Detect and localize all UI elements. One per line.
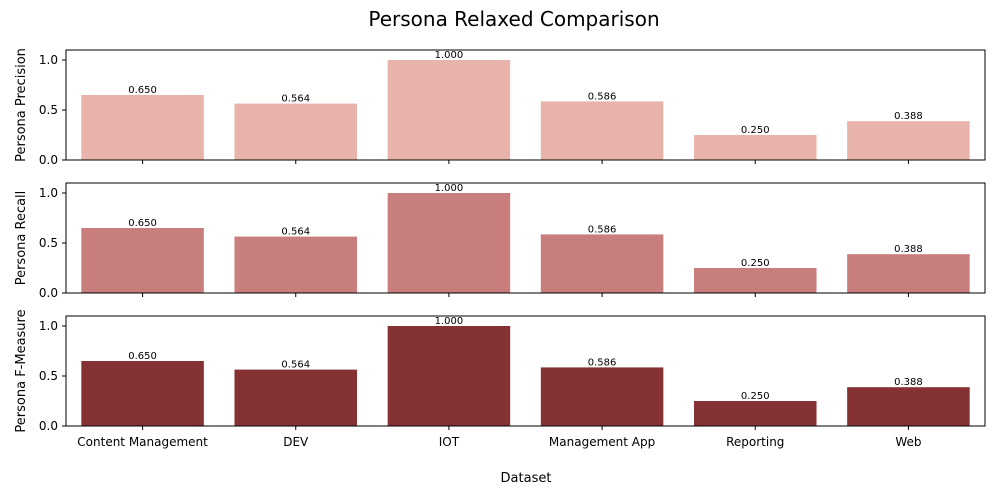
panel-3: 0.650 0.564 1.000 0.586 0.250 0.388 0.0 0.5 1.0 C… xyxy=(14,309,986,449)
data-label: 0.586 xyxy=(588,91,617,102)
bar xyxy=(847,121,970,160)
bar xyxy=(387,326,511,426)
y-tick-label: 1.0 xyxy=(39,186,58,200)
y-tick-label: 0.0 xyxy=(39,286,58,300)
x-tick-label: Content Management xyxy=(77,435,208,449)
panels-layer: 0.650 0.564 1.000 0.586 0.250 0.388 0.0 0.5 1.0 P… xyxy=(14,48,986,449)
bar xyxy=(387,193,511,293)
y-tick-label: 0.5 xyxy=(39,103,58,117)
data-label: 0.388 xyxy=(894,111,923,122)
data-label: 0.650 xyxy=(128,351,157,362)
data-label: 0.586 xyxy=(588,224,617,235)
y-tick-label: 0.0 xyxy=(39,153,58,167)
data-label: 0.388 xyxy=(894,244,923,255)
data-label: 0.564 xyxy=(281,94,310,105)
x-tick-label: DEV xyxy=(283,435,309,449)
panel-1: 0.650 0.564 1.000 0.586 0.250 0.388 0.0 0.5 1.0 P… xyxy=(14,48,986,167)
bar xyxy=(234,103,358,160)
bar xyxy=(540,367,664,426)
panel-2: 0.650 0.564 1.000 0.586 0.250 0.388 0.0 0.5 1.0 P… xyxy=(14,182,986,300)
y-tick-label: 1.0 xyxy=(39,53,58,67)
bar xyxy=(693,401,817,426)
bar xyxy=(847,387,970,426)
bar xyxy=(234,369,358,426)
data-label: 1.000 xyxy=(435,50,464,61)
data-label: 1.000 xyxy=(435,183,464,194)
plot-frame xyxy=(65,315,986,427)
plot-frame xyxy=(65,49,986,161)
data-label: 0.650 xyxy=(128,218,157,229)
y-axis-label: Persona Recall xyxy=(14,191,29,286)
y-axis-label: Persona F-Measure xyxy=(14,309,29,432)
data-label: 0.586 xyxy=(588,357,617,368)
data-label: 0.250 xyxy=(741,125,770,136)
bar xyxy=(540,101,664,160)
data-label: 0.250 xyxy=(741,391,770,402)
x-axis-label: Dataset xyxy=(501,471,552,486)
bar xyxy=(234,236,358,293)
bar xyxy=(81,228,204,293)
data-label: 1.000 xyxy=(435,316,464,327)
y-axis-label: Persona Precision xyxy=(14,48,29,162)
data-label: 0.650 xyxy=(128,85,157,96)
bar xyxy=(387,60,511,160)
data-label: 0.388 xyxy=(894,377,923,388)
y-tick-label: 0.5 xyxy=(39,236,58,250)
x-tick-label: Reporting xyxy=(726,435,784,449)
data-label: 0.250 xyxy=(741,258,770,269)
plot-frame xyxy=(65,182,986,294)
chart-title: Persona Relaxed Comparison xyxy=(368,7,659,31)
y-tick-label: 1.0 xyxy=(39,319,58,333)
data-label: 0.564 xyxy=(281,360,310,371)
y-tick-label: 0.0 xyxy=(39,419,58,433)
bar xyxy=(693,268,817,293)
x-tick-label: Management App xyxy=(549,435,655,449)
x-tick-label: Web xyxy=(895,435,921,449)
bar xyxy=(540,234,664,293)
y-tick-label: 0.5 xyxy=(39,369,58,383)
bar xyxy=(847,254,970,293)
bar xyxy=(81,95,204,160)
data-label: 0.564 xyxy=(281,227,310,238)
x-tick-label: IOT xyxy=(439,435,460,449)
bar xyxy=(693,135,817,160)
bar xyxy=(81,361,204,426)
